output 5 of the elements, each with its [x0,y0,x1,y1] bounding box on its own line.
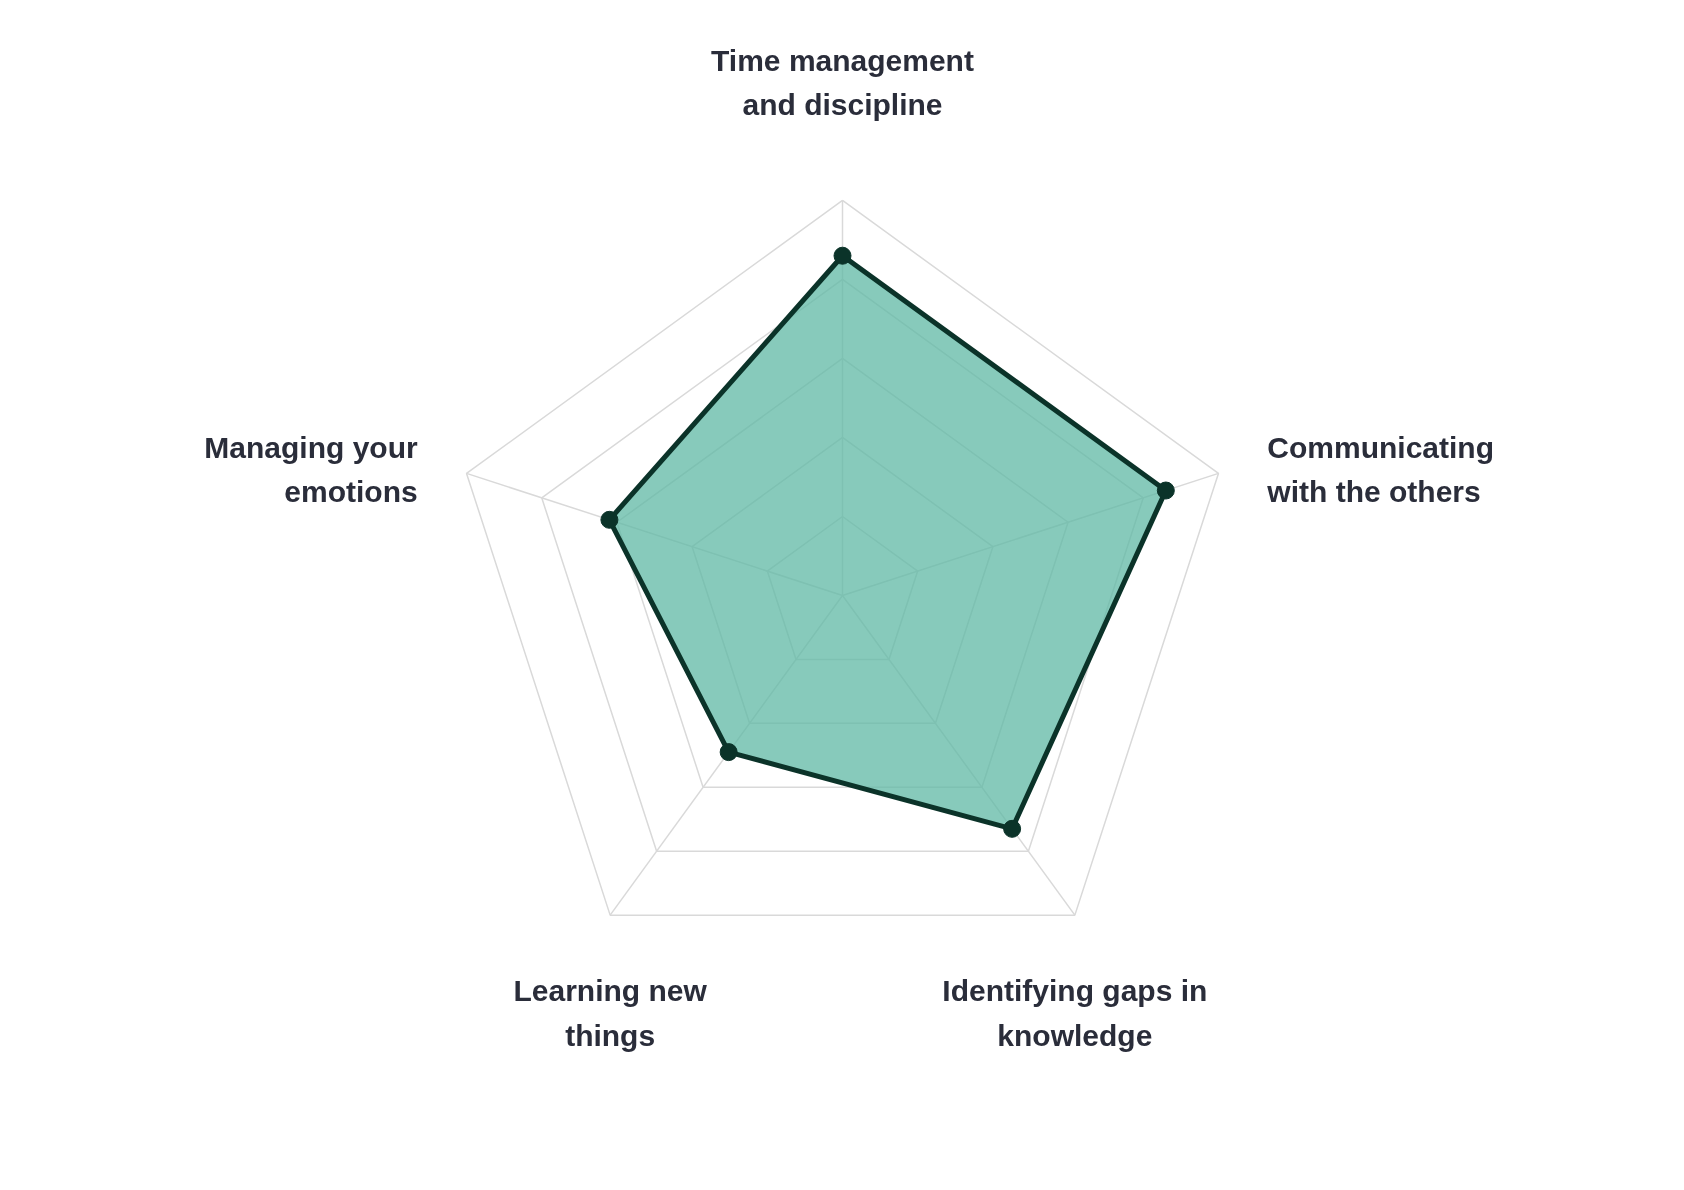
spoke-label: Time management and discipline [711,43,974,122]
spoke-label: Identifying gaps in knowledge [942,974,1208,1052]
spoke-label: Managing your emotions [204,430,418,509]
spoke-label: Communicating with the others [1266,430,1494,509]
spoke-label: Learning new things [513,974,708,1052]
